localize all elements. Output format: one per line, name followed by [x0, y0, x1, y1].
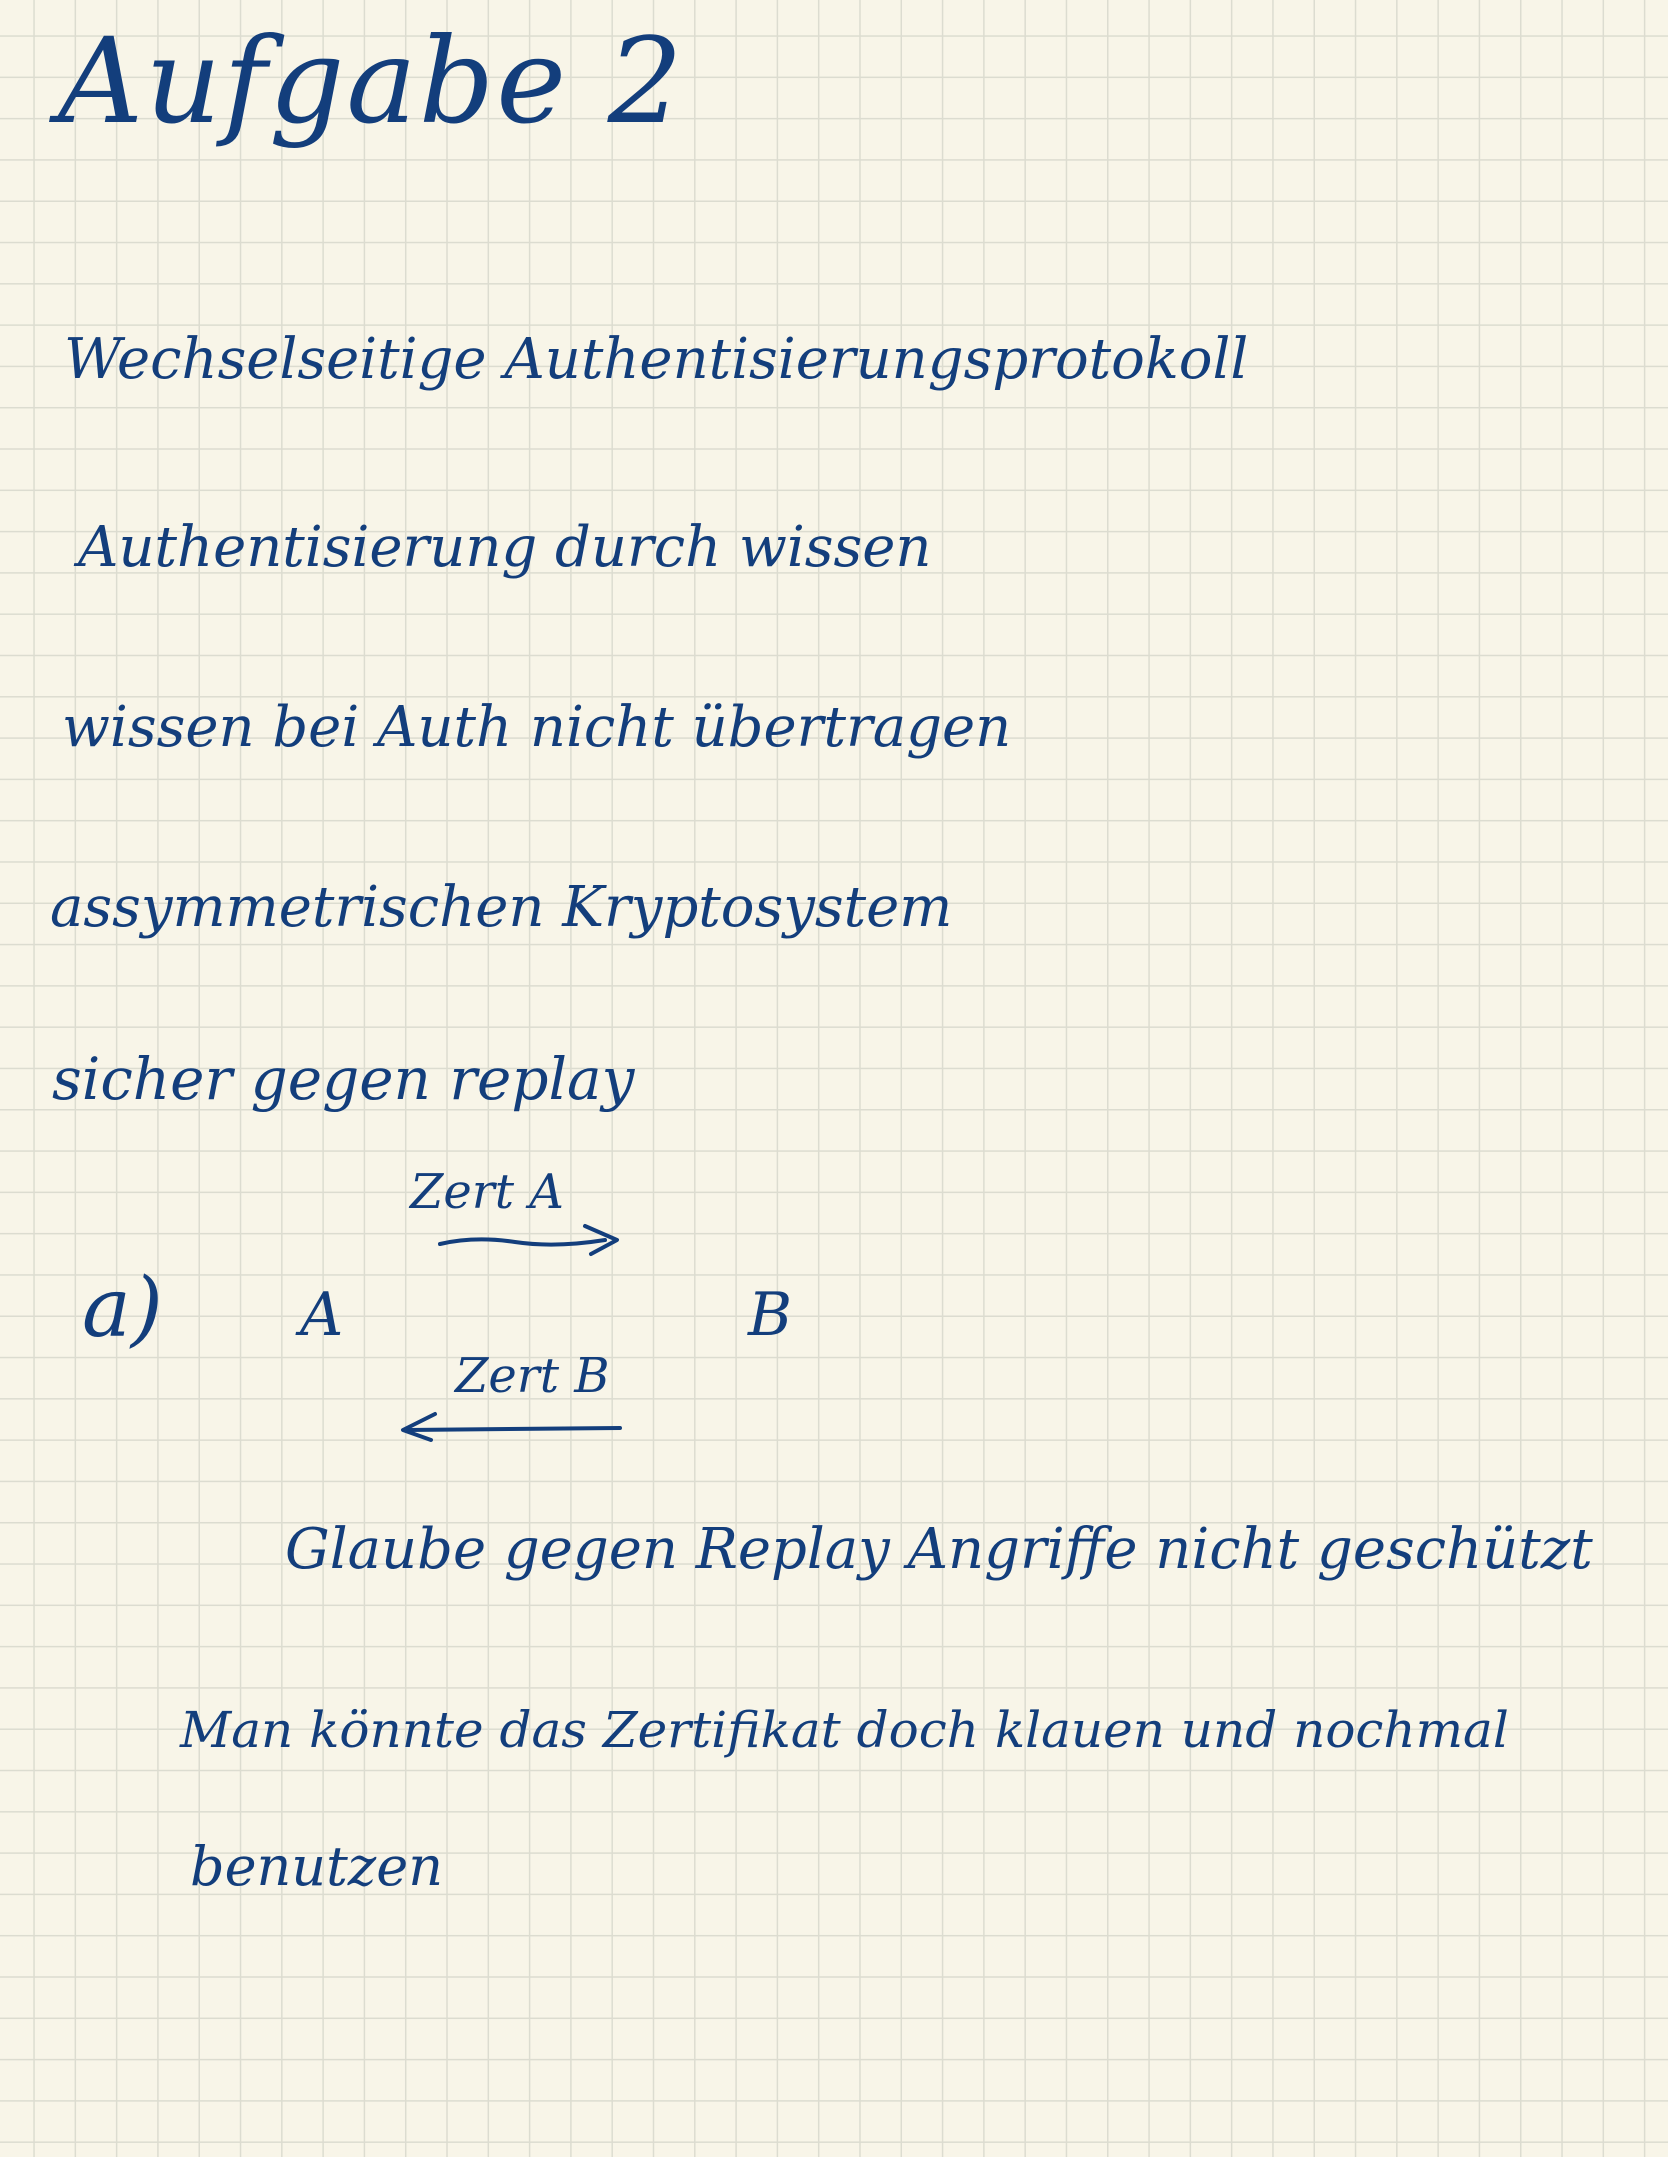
page-title: Aufgabe 2	[58, 12, 685, 150]
conclusion-replay: Glaube gegen Replay Angriffe nicht gesch…	[285, 1517, 1593, 1582]
message-a-to-b-label: Zert A	[410, 1164, 564, 1220]
note-line-protocol: Wechselseitige Authentisierungsprotokoll	[64, 327, 1249, 392]
arrow-right-icon	[438, 1224, 619, 1256]
note-line-replay: sicher gegen replay	[52, 1045, 635, 1113]
conclusion-reuse: benutzen	[190, 1835, 443, 1898]
party-a-label: A	[300, 1280, 344, 1350]
note-line-knowledge: wissen bei Auth nicht übertragen	[62, 695, 1012, 760]
arrow-left-icon	[401, 1412, 622, 1442]
conclusion-certificate: Man könnte das Zertifikat doch klauen un…	[180, 1701, 1509, 1759]
party-b-label: B	[748, 1280, 793, 1350]
message-b-to-a-label: Zert B	[455, 1348, 610, 1404]
note-line-cryptosystem: assymmetrischen Kryptosystem	[50, 875, 953, 940]
part-a-label: a)	[82, 1261, 163, 1356]
note-line-authentication: Authentisierung durch wissen	[78, 515, 932, 580]
